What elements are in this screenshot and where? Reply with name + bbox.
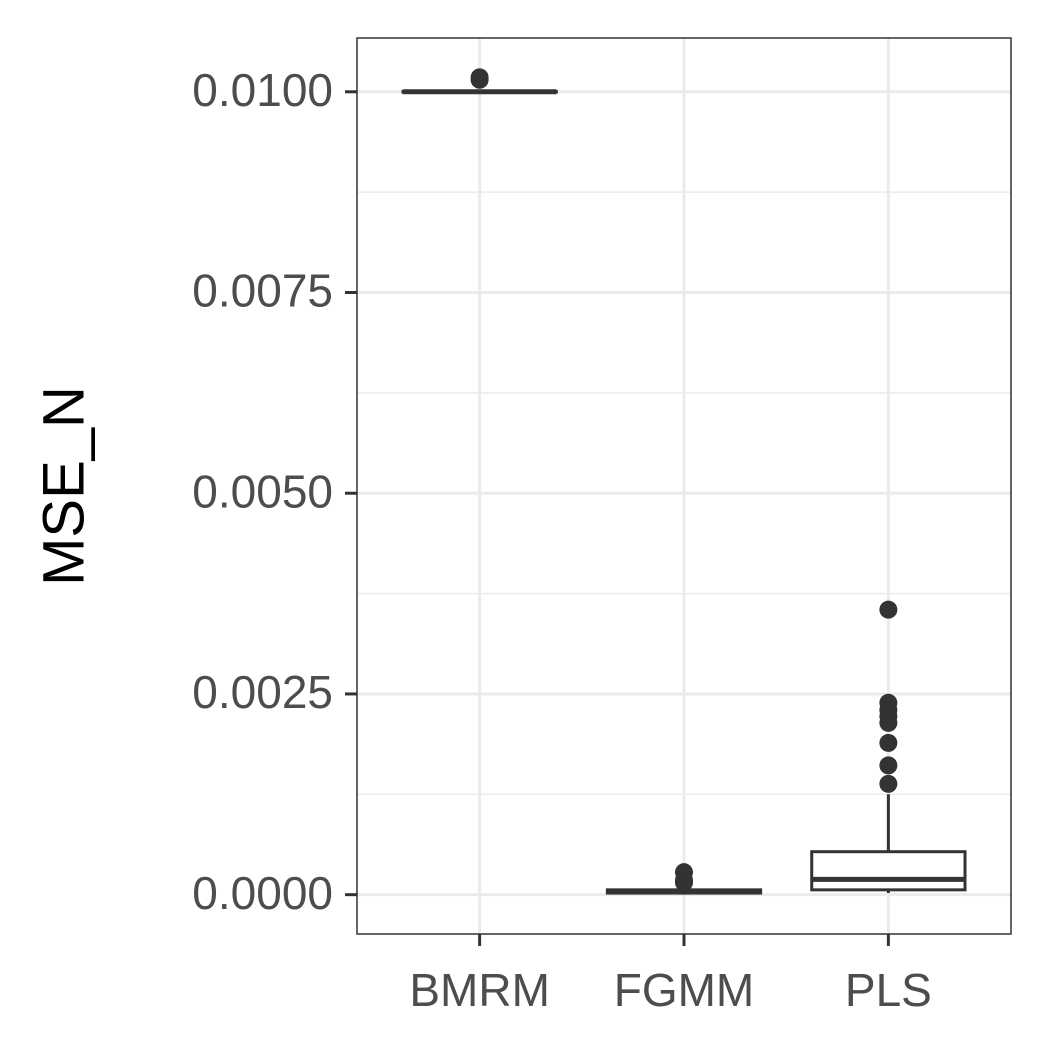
y-axis-title: MSE_N bbox=[31, 386, 96, 586]
y-tick-label: 0.0025 bbox=[192, 666, 333, 718]
x-tick-label: FGMM bbox=[614, 964, 755, 1016]
y-tick-label: 0.0000 bbox=[192, 867, 333, 919]
outlier bbox=[470, 70, 489, 89]
outlier bbox=[675, 873, 693, 892]
outlier bbox=[879, 774, 898, 793]
y-tick-label: 0.0100 bbox=[192, 64, 333, 116]
y-tick-label: 0.0075 bbox=[192, 265, 333, 317]
outlier bbox=[879, 600, 898, 619]
x-tick-label: PLS bbox=[845, 964, 932, 1016]
outlier bbox=[879, 713, 898, 732]
panel-border bbox=[356, 37, 1012, 935]
y-tick-label: 0.0050 bbox=[192, 465, 333, 517]
x-tick-label: BMRM bbox=[409, 964, 550, 1016]
outlier bbox=[879, 733, 898, 752]
outlier bbox=[879, 756, 898, 775]
box bbox=[810, 850, 967, 892]
